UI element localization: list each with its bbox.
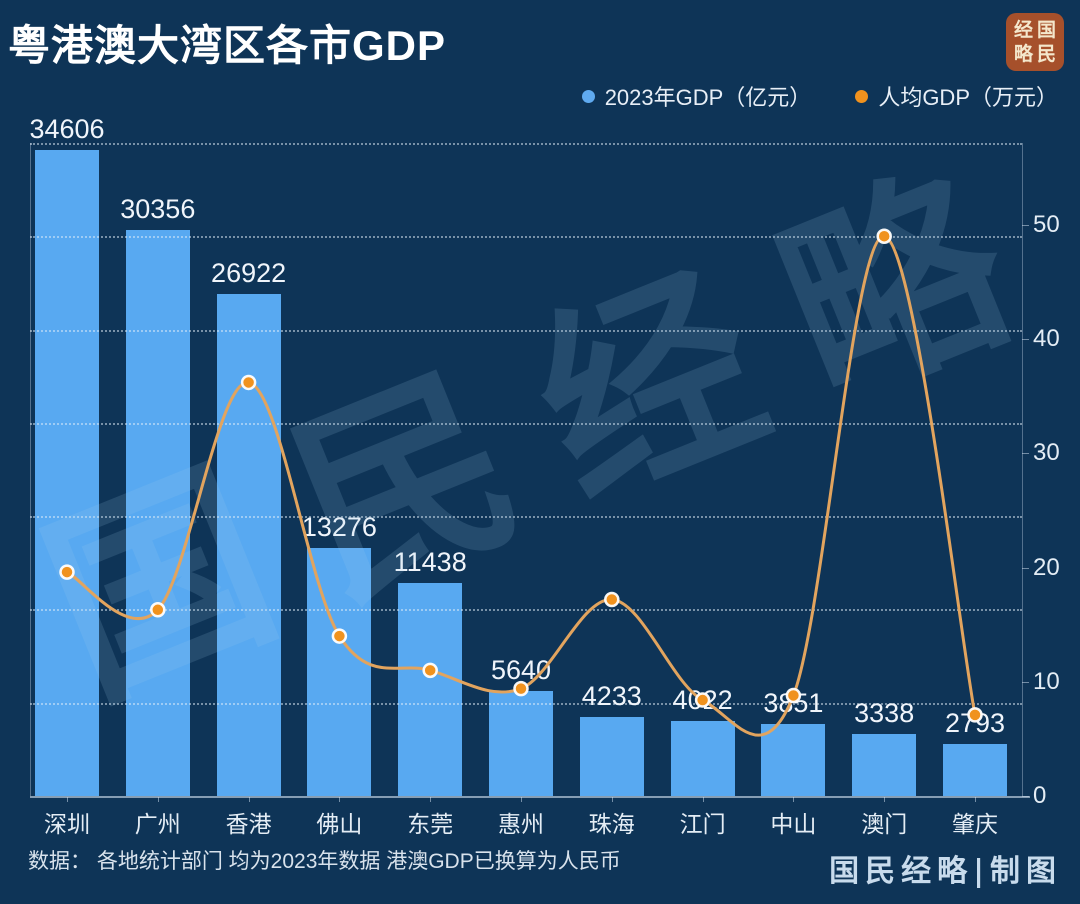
logo-char: 民 <box>1036 43 1056 65</box>
bar-value-label: 11438 <box>393 546 467 577</box>
right-axis-tick <box>1022 224 1029 226</box>
x-axis-tick <box>248 797 250 802</box>
right-axis-tick-label: 10 <box>1033 667 1060 695</box>
y-axis-left-line <box>30 143 31 796</box>
bar-香港 <box>216 293 281 796</box>
x-axis-label: 肇庆 <box>952 811 998 837</box>
legend-item-gdp: 2023年GDP（亿元） <box>581 80 812 112</box>
right-axis-tick <box>1022 796 1029 797</box>
gridline <box>30 143 1022 145</box>
x-axis-tick <box>702 797 704 802</box>
x-axis-tick <box>884 797 886 802</box>
right-axis-tick-label: 20 <box>1033 553 1060 581</box>
x-axis-tick <box>430 797 432 802</box>
x-axis-label: 珠海 <box>588 811 635 837</box>
bar-肇庆 <box>943 743 1007 796</box>
line-marker-珠海 <box>604 591 620 608</box>
legend-item-per-capita: 人均GDP（万元） <box>855 80 1058 112</box>
right-axis-tick-label: 30 <box>1033 439 1060 467</box>
x-axis-label: 中山 <box>770 811 817 837</box>
credit-signature: 国民经略|制图 <box>829 854 1062 889</box>
x-axis-tick <box>521 797 522 802</box>
logo-char: 国 <box>1036 19 1056 41</box>
bar-东莞 <box>398 582 463 796</box>
x-axis-label: 江门 <box>679 811 726 837</box>
x-axis-tick <box>157 797 159 802</box>
bar-value-label: 2793 <box>944 707 1006 738</box>
right-axis-tick <box>1022 567 1029 569</box>
x-axis-tick <box>793 797 795 802</box>
bar-深圳 <box>35 150 99 796</box>
x-axis-label: 惠州 <box>498 811 544 837</box>
right-axis-tick <box>1022 681 1029 683</box>
x-axis-label: 深圳 <box>44 811 90 837</box>
y-axis-right-line <box>1022 143 1023 796</box>
x-axis-tick <box>339 797 341 802</box>
gridline <box>30 609 1022 612</box>
x-axis-tick <box>975 797 976 802</box>
bar-value-label: 13276 <box>301 512 377 543</box>
bar-澳门 <box>852 733 917 796</box>
right-axis-tick-label: 50 <box>1033 210 1060 238</box>
logo-char: 略 <box>1013 43 1033 65</box>
x-axis-label: 澳门 <box>861 811 908 837</box>
bar-value-label: 30356 <box>120 193 196 224</box>
legend-label: 2023年GDP（亿元） <box>604 85 812 110</box>
legend-dot-orange-icon <box>855 89 869 103</box>
x-axis-label: 香港 <box>225 811 272 837</box>
gridline <box>30 329 1022 332</box>
x-axis-label: 佛山 <box>316 811 363 837</box>
legend: 2023年GDP（亿元） 人均GDP（万元） <box>581 80 1058 112</box>
legend-label: 人均GDP（万元） <box>878 85 1058 110</box>
bar-珠海 <box>579 717 644 796</box>
gridline <box>30 236 1022 239</box>
bar-value-label: 34606 <box>29 114 105 145</box>
bar-江门 <box>670 720 735 796</box>
x-axis-tick <box>611 797 613 802</box>
source-note: 数据： 各地统计部门 均为2023年数据 港澳GDP已换算为人民币 <box>28 850 621 873</box>
x-axis-label: 广州 <box>134 811 181 837</box>
logo-char: 经 <box>1013 19 1033 41</box>
chart-title: 粤港澳大湾区各市GDP <box>8 22 447 69</box>
bar-广州 <box>125 229 190 796</box>
bar-佛山 <box>307 548 372 796</box>
gridline <box>30 516 1022 519</box>
gridline <box>30 422 1022 425</box>
right-axis-tick <box>1022 453 1029 455</box>
bar-中山 <box>761 724 826 796</box>
right-axis-tick-label: 0 <box>1033 782 1047 809</box>
right-axis-tick-label: 40 <box>1033 325 1060 353</box>
x-axis-tick <box>67 797 68 802</box>
bar-value-label: 26922 <box>211 257 287 288</box>
x-axis-line <box>30 796 1030 798</box>
right-axis-tick <box>1022 339 1029 341</box>
brand-logo: 经 国 略 民 <box>1006 13 1064 71</box>
legend-dot-blue-icon <box>581 89 595 103</box>
x-axis-label: 东莞 <box>407 811 454 837</box>
